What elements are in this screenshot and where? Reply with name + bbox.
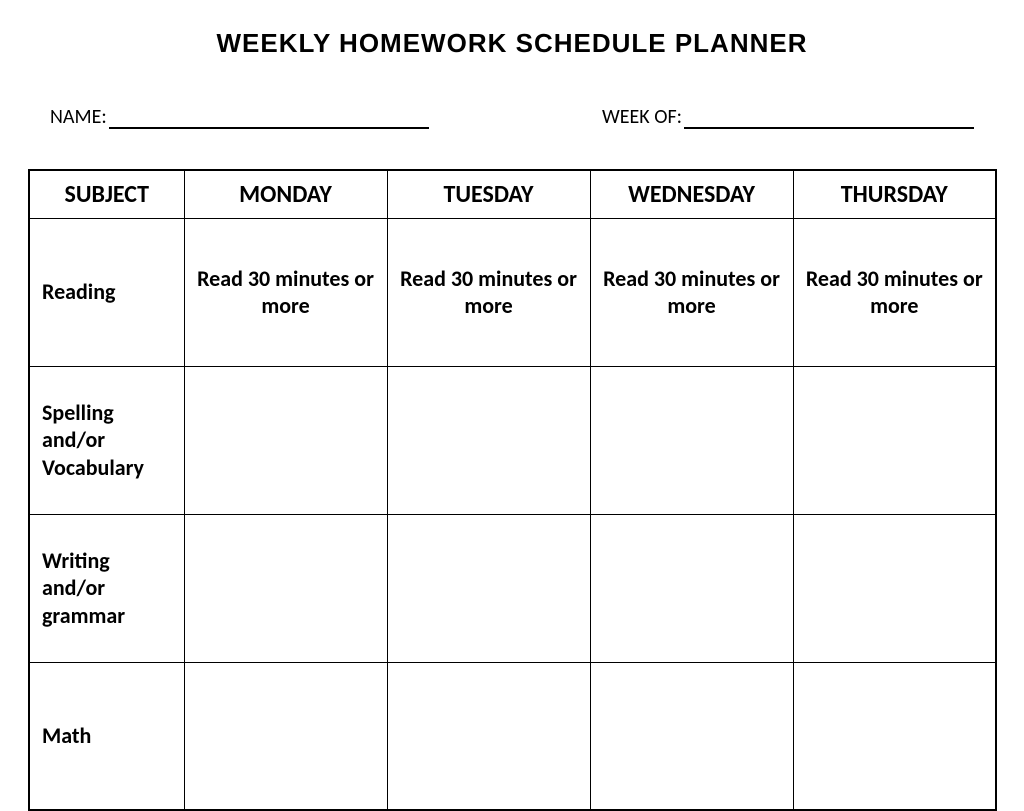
subject-cell: Reading	[29, 218, 184, 366]
table-row: Math	[29, 662, 996, 810]
name-label: NAME:	[50, 105, 107, 129]
week-field: WEEK OF:	[602, 105, 974, 129]
col-header-thursday: THURSDAY	[793, 170, 996, 218]
table-row: Spelling and/or Vocabulary	[29, 366, 996, 514]
col-header-monday: MONDAY	[184, 170, 387, 218]
subject-cell: Writing and/or grammar	[29, 514, 184, 662]
table-row: Writing and/or grammar	[29, 514, 996, 662]
cell-mon[interactable]	[184, 662, 387, 810]
col-header-wednesday: WEDNESDAY	[590, 170, 793, 218]
table-row: Reading Read 30 minutes or more Read 30 …	[29, 218, 996, 366]
week-input-line[interactable]	[684, 111, 974, 129]
cell-wed[interactable]	[590, 662, 793, 810]
page-title: WEEKLY HOMEWORK SCHEDULE PLANNER	[28, 28, 996, 59]
cell-wed[interactable]	[590, 514, 793, 662]
col-header-subject: SUBJECT	[29, 170, 184, 218]
schedule-table: SUBJECT MONDAY TUESDAY WEDNESDAY THURSDA…	[28, 169, 997, 811]
cell-thu[interactable]: Read 30 minutes or more	[793, 218, 996, 366]
fields-row: NAME: WEEK OF:	[28, 105, 996, 129]
week-label: WEEK OF:	[602, 105, 682, 129]
subject-cell: Spelling and/or Vocabulary	[29, 366, 184, 514]
name-input-line[interactable]	[109, 111, 429, 129]
subject-cell: Math	[29, 662, 184, 810]
cell-mon[interactable]: Read 30 minutes or more	[184, 218, 387, 366]
cell-mon[interactable]	[184, 366, 387, 514]
cell-thu[interactable]	[793, 514, 996, 662]
cell-wed[interactable]: Read 30 minutes or more	[590, 218, 793, 366]
name-field: NAME:	[50, 105, 429, 129]
col-header-tuesday: TUESDAY	[387, 170, 590, 218]
cell-tue[interactable]	[387, 662, 590, 810]
cell-wed[interactable]	[590, 366, 793, 514]
cell-tue[interactable]	[387, 514, 590, 662]
table-header-row: SUBJECT MONDAY TUESDAY WEDNESDAY THURSDA…	[29, 170, 996, 218]
planner-container: WEEKLY HOMEWORK SCHEDULE PLANNER NAME: W…	[0, 0, 1024, 811]
cell-mon[interactable]	[184, 514, 387, 662]
cell-thu[interactable]	[793, 366, 996, 514]
cell-tue[interactable]	[387, 366, 590, 514]
cell-tue[interactable]: Read 30 minutes or more	[387, 218, 590, 366]
cell-thu[interactable]	[793, 662, 996, 810]
